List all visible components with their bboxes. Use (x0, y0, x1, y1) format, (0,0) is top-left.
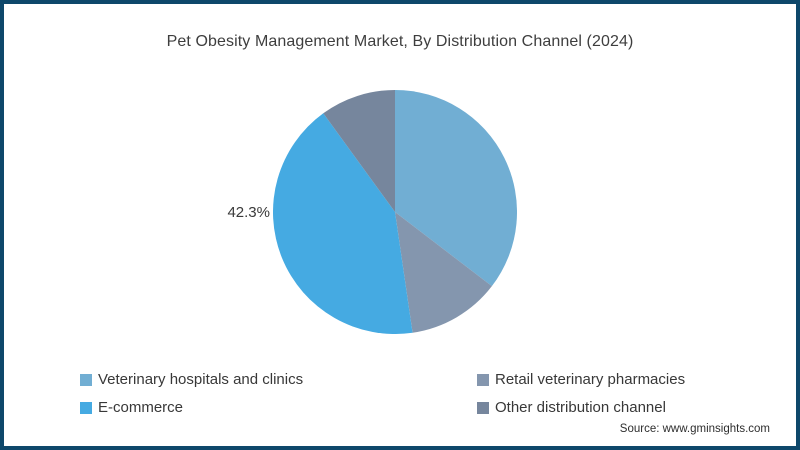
legend-item-other-channel: Other distribution channel (477, 398, 685, 417)
legend-label-veterinary-hospitals: Veterinary hospitals and clinics (98, 371, 304, 388)
legend-swatch-retail-pharmacies-icon (477, 373, 489, 386)
legend-swatch-ecommerce-icon (80, 401, 92, 414)
pie-chart (272, 90, 518, 335)
legend-label-retail-pharmacies: Retail veterinary pharmacies (495, 371, 686, 388)
legend-item-retail-pharmacies: Retail veterinary pharmacies (477, 370, 685, 389)
legend-label-ecommerce: E-commerce (98, 399, 184, 416)
pie-slice-retail-pharmacies (395, 212, 492, 333)
pie-svg (272, 90, 518, 335)
pie-slice-veterinary-hospitals (395, 90, 518, 287)
legend-item-veterinary-hospitals: Veterinary hospitals and clinics (80, 370, 477, 389)
chart-title: Pet Obesity Management Market, By Distri… (166, 33, 634, 50)
source-attribution: Source: www.gminsights.com (619, 423, 770, 435)
legend-item-ecommerce: E-commerce (80, 398, 477, 417)
pie-slice-other-channel (323, 90, 395, 212)
legend-swatch-other-channel-icon (477, 401, 489, 414)
pie-data-label-ecommerce: 42.3% (227, 204, 270, 221)
legend-swatch-veterinary-hospitals-icon (80, 373, 92, 386)
pie-slice-ecommerce (272, 113, 413, 335)
legend: Veterinary hospitals and clinics Retail … (80, 370, 685, 417)
legend-label-other-channel: Other distribution channel (495, 399, 666, 416)
